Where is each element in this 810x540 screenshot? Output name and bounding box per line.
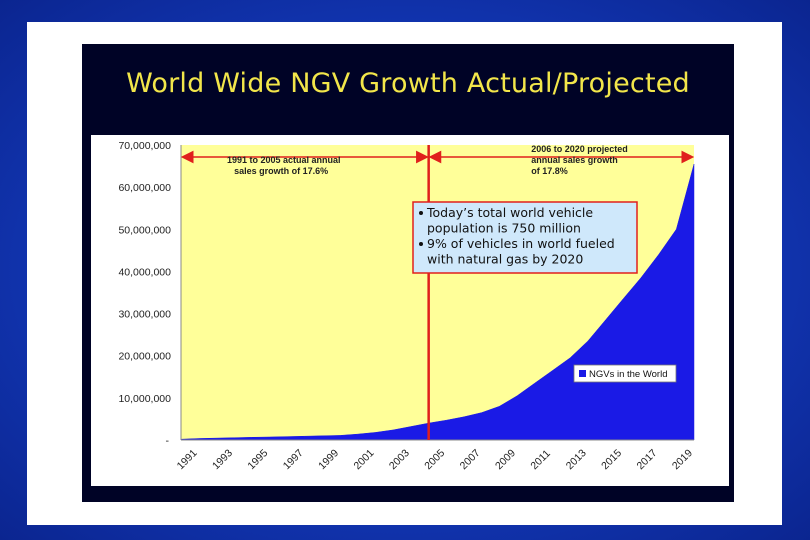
- callout-text-line-4: with natural gas by 2020: [427, 252, 583, 267]
- callout-text-line-2: population is 750 million: [427, 221, 581, 236]
- y-tick-label: 10,000,000: [118, 393, 171, 405]
- y-tick-label: 70,000,000: [118, 140, 171, 152]
- x-tick-label: 2019: [670, 447, 695, 472]
- x-tick-label: 2005: [422, 447, 447, 472]
- y-tick-label: 20,000,000: [118, 351, 171, 363]
- y-tick-label: 30,000,000: [118, 309, 171, 321]
- chart-title: World Wide NGV Growth Actual/Projected: [126, 68, 690, 99]
- x-tick-label: 2007: [458, 447, 483, 472]
- x-tick-label: 2011: [528, 448, 553, 473]
- callout-text-line-3: 9% of vehicles in world fueled: [427, 236, 615, 251]
- callout-bullet: [419, 211, 423, 215]
- callout-text-line-1: Today’s total world vehicle: [426, 205, 593, 220]
- chart-figure: World Wide NGV Growth Actual/Projected -…: [82, 44, 734, 502]
- x-tick-label: 2001: [352, 447, 377, 472]
- annotation-actual-line-1: 1991 to 2005 actual annual: [227, 155, 341, 165]
- x-tick-label: 2013: [564, 447, 589, 472]
- annotation-actual-line-2: sales growth of 17.6%: [234, 166, 328, 176]
- legend-label: NGVs in the World: [589, 369, 668, 380]
- x-tick-label: 1999: [316, 447, 341, 472]
- y-tick-label: 40,000,000: [118, 266, 171, 278]
- annotation-projected-line-1: 2006 to 2020 projected: [531, 144, 628, 154]
- legend-box: [573, 364, 677, 383]
- legend-swatch: [579, 370, 586, 377]
- x-tick-label: 2017: [635, 447, 660, 472]
- x-tick-label: 1991: [175, 447, 200, 472]
- x-tick-label: 2003: [387, 447, 412, 472]
- x-tick-label: 1997: [281, 447, 306, 472]
- x-tick-label: 2009: [493, 447, 518, 472]
- chart-svg: - 10,000,000 20,000,000 30,000,000 40,000,00…: [118, 140, 695, 473]
- y-tick-label: 50,000,000: [118, 224, 171, 236]
- area-series-ngvs: [180, 163, 695, 441]
- y-tick-label: -: [166, 435, 170, 447]
- x-tick-label: 2015: [599, 447, 624, 472]
- plot-panel: - 10,000,000 20,000,000 30,000,000 40,000,00…: [91, 135, 729, 486]
- x-tick-label: 1993: [210, 447, 235, 472]
- y-tick-label: 60,000,000: [118, 182, 171, 194]
- callout-bullet: [419, 242, 423, 246]
- callout-box: [412, 201, 638, 274]
- annotation-projected-line-3: of 17.8%: [531, 166, 568, 176]
- annotation-projected-line-2: annual sales growth: [531, 155, 618, 165]
- x-tick-label: 1995: [245, 447, 270, 472]
